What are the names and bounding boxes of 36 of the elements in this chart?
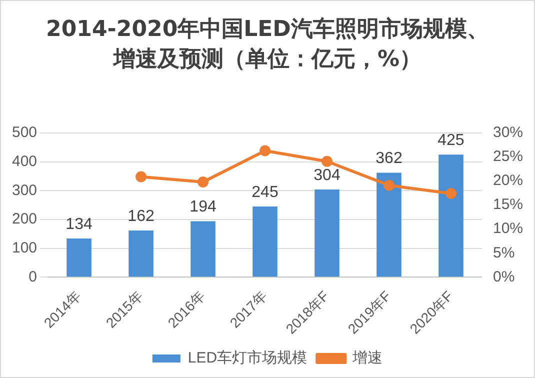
legend-label: LED车灯市场规模: [188, 350, 308, 367]
point: [445, 188, 456, 200]
data-label: 194: [190, 198, 216, 216]
point: [383, 180, 394, 191]
y2-tick-label: 20%: [492, 172, 524, 190]
point: [260, 145, 271, 156]
bar: [314, 190, 340, 277]
y2-tick-label: 0%: [492, 268, 515, 286]
bar: [252, 206, 278, 277]
y-tick-label: 100: [12, 239, 38, 256]
y-tick-label: 300: [12, 182, 38, 199]
legend-label: 增速: [352, 350, 383, 367]
y-tick-label: 500: [12, 124, 38, 142]
data-label: 134: [66, 216, 92, 233]
bar: [438, 154, 464, 277]
data-label: 304: [314, 166, 340, 184]
bar: [376, 172, 402, 277]
bar: [190, 221, 216, 277]
bar: [66, 238, 92, 277]
point: [198, 176, 209, 188]
data-label: 245: [252, 184, 278, 201]
y2-tick-label: 15%: [492, 196, 524, 214]
data-label: 425: [438, 132, 464, 150]
y2-tick-label: 25%: [492, 148, 524, 166]
y2-tick-label: 30%: [492, 124, 524, 142]
bar: [128, 230, 154, 277]
y2-tick-label: 5%: [492, 244, 515, 262]
data-label: 162: [128, 208, 154, 225]
point: [136, 171, 147, 182]
y2-tick-label: 10%: [492, 220, 524, 238]
point: [321, 156, 332, 167]
y-tick-label: 400: [12, 152, 38, 170]
data-label: 362: [376, 150, 402, 168]
chart-title: 2014-2020年中国LED汽车照明市场规模、增速及预测（单位：亿元，%）: [45, 16, 490, 74]
y-tick-label: 200: [12, 210, 38, 228]
y-tick-label: 0: [28, 268, 38, 286]
